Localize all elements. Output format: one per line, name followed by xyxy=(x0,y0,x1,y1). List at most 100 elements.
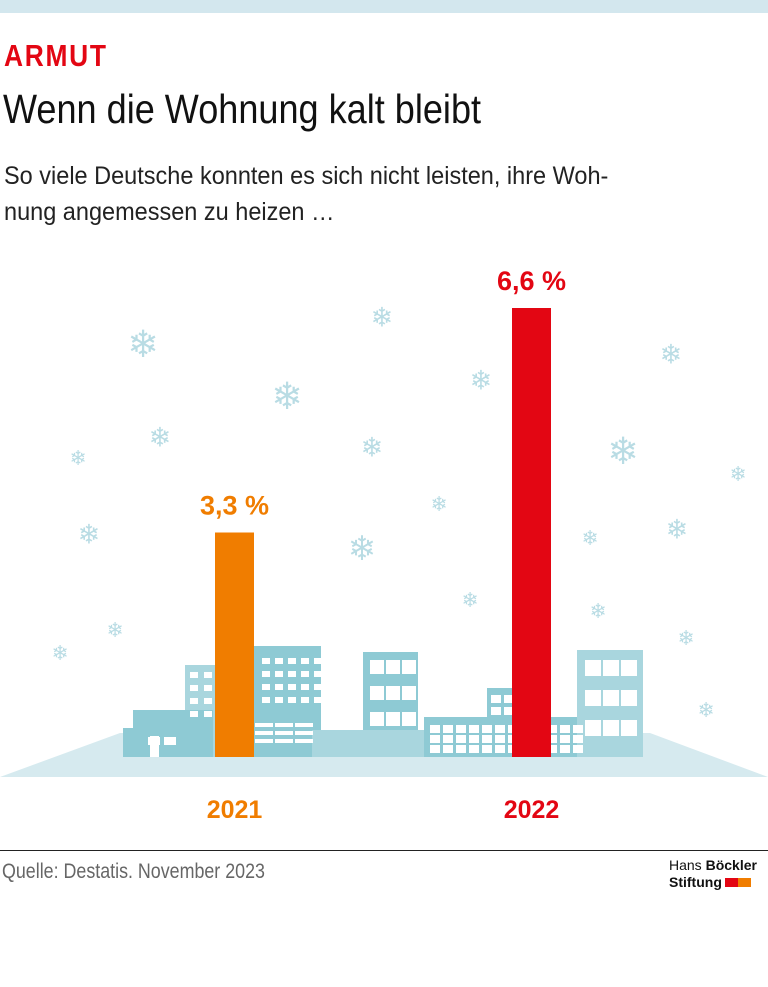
window xyxy=(275,697,283,703)
window xyxy=(370,712,384,726)
snowflake-icon: ❄ xyxy=(660,338,683,369)
window xyxy=(386,660,400,674)
window xyxy=(443,745,453,753)
top-bar xyxy=(0,0,768,13)
building xyxy=(312,730,424,757)
window xyxy=(482,735,492,743)
window xyxy=(482,725,492,733)
window xyxy=(603,690,619,706)
subtitle: So viele Deutsche konnten es sich nicht … xyxy=(4,158,756,230)
window xyxy=(504,695,514,703)
snowflake-icon: ❄ xyxy=(607,430,638,472)
snowflake-icon: ❄ xyxy=(361,431,384,462)
snowflake-icon: ❄ xyxy=(271,375,302,417)
window xyxy=(301,671,309,677)
window xyxy=(262,671,270,677)
snowflake-icon: ❄ xyxy=(729,464,746,486)
window xyxy=(560,735,570,743)
snowflake-icon: ❄ xyxy=(348,530,377,568)
window xyxy=(190,672,198,678)
window xyxy=(443,725,453,733)
snowflake-icon: ❄ xyxy=(589,601,606,623)
snowflake-icon: ❄ xyxy=(127,323,158,365)
page-title: Wenn die Wohnung kalt bleibt xyxy=(3,86,482,132)
window xyxy=(386,712,400,726)
window xyxy=(573,735,583,743)
snowflake-icon: ❄ xyxy=(470,364,493,395)
window xyxy=(301,684,309,690)
window xyxy=(547,735,557,743)
snowflake-icon: ❄ xyxy=(149,421,172,452)
window xyxy=(314,658,322,664)
window xyxy=(295,739,313,743)
window xyxy=(262,684,270,690)
snowflakes: ❄ ❄ ❄ ❄ ❄ ❄ ❄ ❄ ❄ ❄ ❄ ❄ ❄ ❄ ❄ ❄ ❄ ❄ ❄ ❄ ❄ xyxy=(51,301,746,721)
subtitle-line-2: nung angemessen zu heizen … xyxy=(4,198,335,226)
snowflake-icon: ❄ xyxy=(697,700,714,722)
window xyxy=(275,684,283,690)
window xyxy=(585,660,601,676)
hans-boeckler-logo: Hans Böckler Stiftung xyxy=(669,857,757,890)
window xyxy=(469,735,479,743)
window xyxy=(314,684,322,690)
bar-2022 xyxy=(512,308,551,757)
window xyxy=(491,695,501,703)
window xyxy=(482,745,492,753)
window xyxy=(621,660,637,676)
window xyxy=(573,745,583,753)
snowflake-icon: ❄ xyxy=(371,301,394,332)
building xyxy=(123,728,143,757)
window xyxy=(547,745,557,753)
x-tick-label-2021: 2021 xyxy=(207,796,263,824)
window xyxy=(301,658,309,664)
window xyxy=(495,725,505,733)
window xyxy=(456,725,466,733)
window xyxy=(275,739,293,743)
window xyxy=(288,658,296,664)
snowflake-icon: ❄ xyxy=(69,448,86,470)
window xyxy=(456,735,466,743)
subtitle-line-1: So viele Deutsche konnten es sich nicht … xyxy=(4,162,609,190)
snowflake-icon: ❄ xyxy=(78,518,101,549)
window xyxy=(301,697,309,703)
window xyxy=(190,698,198,704)
snowflake-icon: ❄ xyxy=(666,513,689,544)
window xyxy=(190,711,198,717)
city-skyline xyxy=(123,646,643,757)
snowflake-icon: ❄ xyxy=(677,628,694,650)
window xyxy=(314,697,322,703)
window xyxy=(204,685,212,691)
window xyxy=(495,735,505,743)
window xyxy=(585,720,601,736)
kicker: ARMUT xyxy=(4,38,108,73)
bar-chart: ❄ ❄ ❄ ❄ ❄ ❄ ❄ ❄ ❄ ❄ ❄ ❄ ❄ ❄ ❄ ❄ ❄ ❄ ❄ ❄ ❄ 3,3 % 2021 6,6 % 2022 xyxy=(0,266,768,824)
window xyxy=(288,697,296,703)
window xyxy=(386,686,400,700)
window xyxy=(603,720,619,736)
window xyxy=(288,671,296,677)
snowflake-icon: ❄ xyxy=(51,643,68,665)
window xyxy=(560,725,570,733)
window xyxy=(585,690,601,706)
window xyxy=(443,735,453,743)
footer-divider xyxy=(0,850,768,851)
window xyxy=(164,737,176,745)
window xyxy=(430,725,440,733)
data-label-2022: 6,6 % xyxy=(497,266,566,296)
window xyxy=(456,745,466,753)
data-label-2021: 3,3 % xyxy=(200,491,269,521)
window xyxy=(430,745,440,753)
window xyxy=(204,698,212,704)
window xyxy=(204,672,212,678)
window xyxy=(495,745,505,753)
window xyxy=(288,684,296,690)
window xyxy=(262,697,270,703)
x-tick-label-2022: 2022 xyxy=(504,796,560,824)
window xyxy=(621,720,637,736)
window xyxy=(430,735,440,743)
window xyxy=(275,671,283,677)
window xyxy=(573,725,583,733)
window xyxy=(402,660,416,674)
source-note: Quelle: Destatis. November 2023 xyxy=(2,860,265,883)
window xyxy=(469,725,479,733)
